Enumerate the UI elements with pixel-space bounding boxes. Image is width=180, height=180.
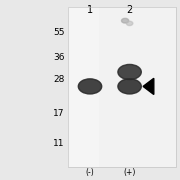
- Ellipse shape: [118, 64, 141, 80]
- Polygon shape: [143, 78, 154, 94]
- Text: 11: 11: [53, 140, 65, 148]
- Bar: [68, 7, 176, 167]
- Text: 36: 36: [53, 53, 65, 62]
- Ellipse shape: [126, 21, 133, 26]
- Text: 2: 2: [127, 5, 133, 15]
- Text: 1: 1: [87, 5, 93, 15]
- Text: (+): (+): [123, 168, 136, 177]
- Ellipse shape: [122, 18, 129, 23]
- Text: 28: 28: [53, 75, 65, 84]
- Bar: [68, 7, 176, 167]
- Ellipse shape: [118, 79, 141, 94]
- Text: 55: 55: [53, 28, 65, 37]
- Ellipse shape: [78, 79, 102, 94]
- Text: 17: 17: [53, 109, 65, 118]
- Bar: [68, 7, 99, 167]
- Text: (-): (-): [86, 168, 94, 177]
